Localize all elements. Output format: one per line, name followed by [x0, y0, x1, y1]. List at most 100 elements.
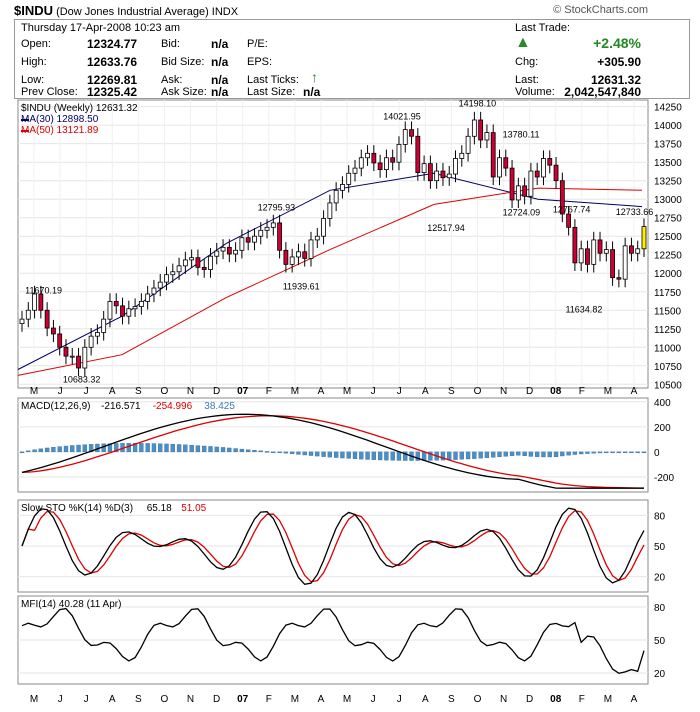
macd-histogram-bar — [290, 451, 295, 454]
macd-histogram-bar — [183, 444, 188, 453]
macd-histogram-bar — [145, 443, 150, 453]
high-label: High: — [21, 56, 47, 68]
candle-body — [264, 226, 270, 231]
x-tick-label-price: S — [135, 386, 142, 397]
macd-histogram-bar — [365, 451, 370, 460]
bid-value: n/a — [211, 37, 229, 51]
ma30-line — [17, 172, 643, 370]
macd-histogram-bar — [139, 443, 144, 453]
ma30-legend-0: MA(30) 12898.50 — [21, 114, 99, 125]
sto-legend-2: 51.05 — [181, 503, 206, 514]
candle-body — [270, 222, 276, 228]
macd-histogram-bar — [579, 451, 584, 455]
price-annotation: 12795.93 — [258, 202, 296, 212]
macd-legend-2: -254.996 — [153, 401, 193, 412]
candle-body — [421, 163, 427, 173]
ma50-legend-swatch — [21, 130, 29, 132]
last-value: 12631.32 — [590, 73, 641, 87]
candle-body — [478, 119, 484, 141]
macd-histogram-bar — [220, 447, 226, 453]
candle-body — [365, 152, 370, 159]
macd-histogram-bar — [258, 450, 263, 453]
candle-body — [226, 246, 232, 255]
candle-body — [233, 249, 239, 255]
price-annotation: 12724.09 — [503, 208, 541, 218]
x-tick-label-bottom: O — [474, 694, 482, 705]
macd-histogram-bar — [403, 451, 408, 461]
macd-y-tick-label: 200 — [654, 423, 671, 434]
x-tick-label-price: J — [397, 386, 402, 397]
candle-body — [371, 152, 377, 164]
price-y-tick-label: 10500 — [654, 380, 682, 391]
macd-histogram-bar — [352, 451, 358, 459]
price-legend-0: $INDU (Weekly) 12631.32 — [21, 103, 138, 114]
macd-line — [21, 413, 644, 489]
macd-histogram-bar — [26, 450, 31, 453]
price-annotation: 12517.94 — [427, 223, 465, 233]
candle-body — [258, 229, 264, 237]
stochastic-panel: 80 50 20 Slow STO %K(14) %D(3) 65.18 51.05 — [17, 499, 666, 593]
macd-histogram-bar — [327, 451, 333, 458]
price-panel: 14250 14000 13750 13500 13250 13000 12750 12500… — [17, 99, 682, 391]
macd-histogram-bar — [132, 443, 138, 453]
macd-histogram-bar — [516, 451, 521, 456]
price-annotation: 14198.10 — [459, 99, 497, 109]
prev-close-value: 12325.42 — [87, 85, 138, 99]
price-annotation: 11939.61 — [283, 282, 320, 292]
x-tick-label-price: S — [448, 386, 455, 397]
pe-label: P/E: — [247, 38, 268, 50]
candle-body — [19, 318, 25, 324]
x-tick-label-price: F — [266, 386, 272, 397]
ask-value: n/a — [211, 73, 229, 87]
x-tick-label-price: N — [500, 386, 507, 397]
price-y-tick-label: 11000 — [654, 343, 682, 354]
candle-body — [170, 271, 176, 276]
candle-body — [182, 259, 188, 267]
macd-histogram-bar — [151, 443, 157, 453]
x-tick-label-bottom: F — [579, 694, 585, 705]
ask-size-label: Ask Size: — [161, 86, 207, 98]
candle-body — [503, 157, 509, 169]
sto-y-tick-label: 20 — [654, 573, 666, 584]
ma50-legend-0: MA(50) 13121.89 — [21, 125, 99, 136]
candle-body — [358, 157, 364, 169]
candle-body — [390, 157, 396, 163]
price-y-tick-label: 11500 — [654, 306, 682, 317]
macd-histogram-bar — [585, 451, 590, 454]
macd-histogram-bar — [239, 448, 245, 453]
macd-histogram-bar — [227, 447, 232, 453]
brand-logo[interactable]: © StockCharts.com — [553, 4, 648, 16]
macd-histogram-bar — [359, 451, 364, 460]
macd-signal-line — [21, 415, 644, 489]
candle-body — [597, 239, 603, 254]
x-tick-label-price: M — [343, 386, 351, 397]
sto-legend-0: Slow STO %K(14) %D(3) — [21, 503, 133, 514]
macd-histogram-bar — [623, 451, 628, 454]
last-label: Last: — [515, 74, 539, 86]
macd-histogram-bar — [246, 449, 251, 453]
x-tick-label-price: J — [84, 386, 89, 397]
candle-body — [396, 144, 402, 163]
x-tick-label-price: 08 — [550, 386, 562, 397]
candle-body — [340, 184, 345, 191]
x-tick-label-price: J — [371, 386, 376, 397]
candle-body — [578, 248, 584, 264]
price-y-tick-label: 11750 — [654, 288, 682, 299]
mfi-y-tick-label: 20 — [654, 669, 666, 680]
price-y-tick-label: 13750 — [654, 140, 682, 151]
candle-body — [32, 293, 37, 311]
candle-body — [434, 170, 440, 182]
x-axis: M M J J J J A A S S O O N N D D 07 07 F F M M A A M M J J J J A A S S O O N N… — [30, 386, 638, 705]
candle-body — [132, 306, 138, 310]
volume-value: 2,042,547,840 — [564, 85, 641, 99]
candle-body — [427, 163, 433, 182]
chg-label: Chg: — [515, 56, 539, 68]
price-annotation: 12733.66 — [616, 207, 654, 217]
macd-histogram-bar — [82, 444, 87, 453]
macd-histogram-bar — [415, 451, 420, 461]
candle-body — [629, 245, 634, 254]
x-tick-label-price: D — [526, 386, 533, 397]
price-annotation: 12767.74 — [553, 204, 591, 214]
quote-panel: Thursday 17-Apr-2008 10:23 am Open: 1232… — [14, 19, 690, 99]
candle-body — [509, 167, 515, 201]
